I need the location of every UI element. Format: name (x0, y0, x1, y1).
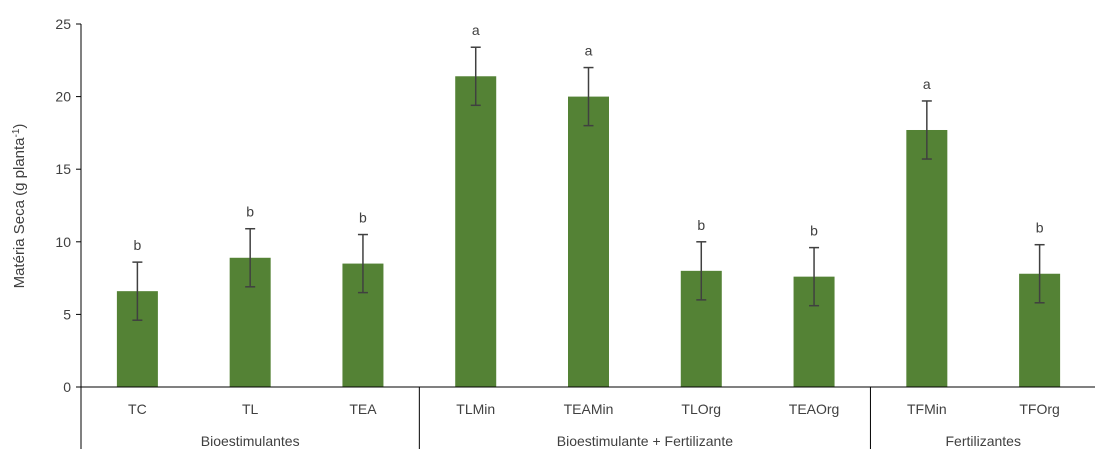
category-label-tfmin: TFMin (907, 401, 947, 417)
category-labels-layer: TC TL TEA TLMin TEAMin TLOrg TEAOrg TFMin TFOrg (128, 401, 1060, 417)
bar-teamin (568, 97, 609, 387)
significance-label-tlorg: b (697, 217, 705, 233)
group-label-2: Fertilizantes (945, 433, 1020, 449)
significance-label-tl: b (246, 204, 254, 220)
significance-label-tfmin: a (923, 76, 931, 92)
y-tick-label-10: 10 (55, 234, 71, 250)
significance-label-tforg: b (1036, 220, 1044, 236)
y-tick-label-5: 5 (63, 306, 71, 322)
category-label-teamin: TEAMin (564, 401, 614, 417)
bar-tlmin (455, 76, 496, 387)
significance-label-teaorg: b (810, 223, 818, 239)
group-labels-layer: Bioestimulantes Bioestimulante + Fertiliz… (81, 387, 1021, 449)
significance-label-teamin: a (585, 43, 593, 59)
group-label-0: Bioestimulantes (201, 433, 300, 449)
category-label-tlmin: TLMin (456, 401, 495, 417)
category-label-tl: TL (242, 401, 259, 417)
y-tick-label-25: 25 (55, 16, 71, 32)
category-label-tlorg: TLOrg (681, 401, 721, 417)
significance-label-tc: b (133, 237, 141, 253)
category-label-tea: TEA (349, 401, 377, 417)
significance-label-tea: b (359, 210, 367, 226)
category-label-teaorg: TEAOrg (789, 401, 840, 417)
group-label-1: Bioestimulante + Fertilizante (557, 433, 733, 449)
y-tick-label-15: 15 (55, 161, 71, 177)
significance-label-tlmin: a (472, 22, 480, 38)
category-label-tforg: TFOrg (1019, 401, 1059, 417)
y-tick-label-0: 0 (63, 379, 71, 395)
y-ticks-layer: 0 5 10 15 20 25 (55, 16, 81, 395)
category-label-tc: TC (128, 401, 147, 417)
bar-tfmin (906, 130, 947, 387)
y-tick-label-20: 20 (55, 89, 71, 105)
y-axis-label: Matéria Seca (g planta-1) (11, 124, 28, 289)
